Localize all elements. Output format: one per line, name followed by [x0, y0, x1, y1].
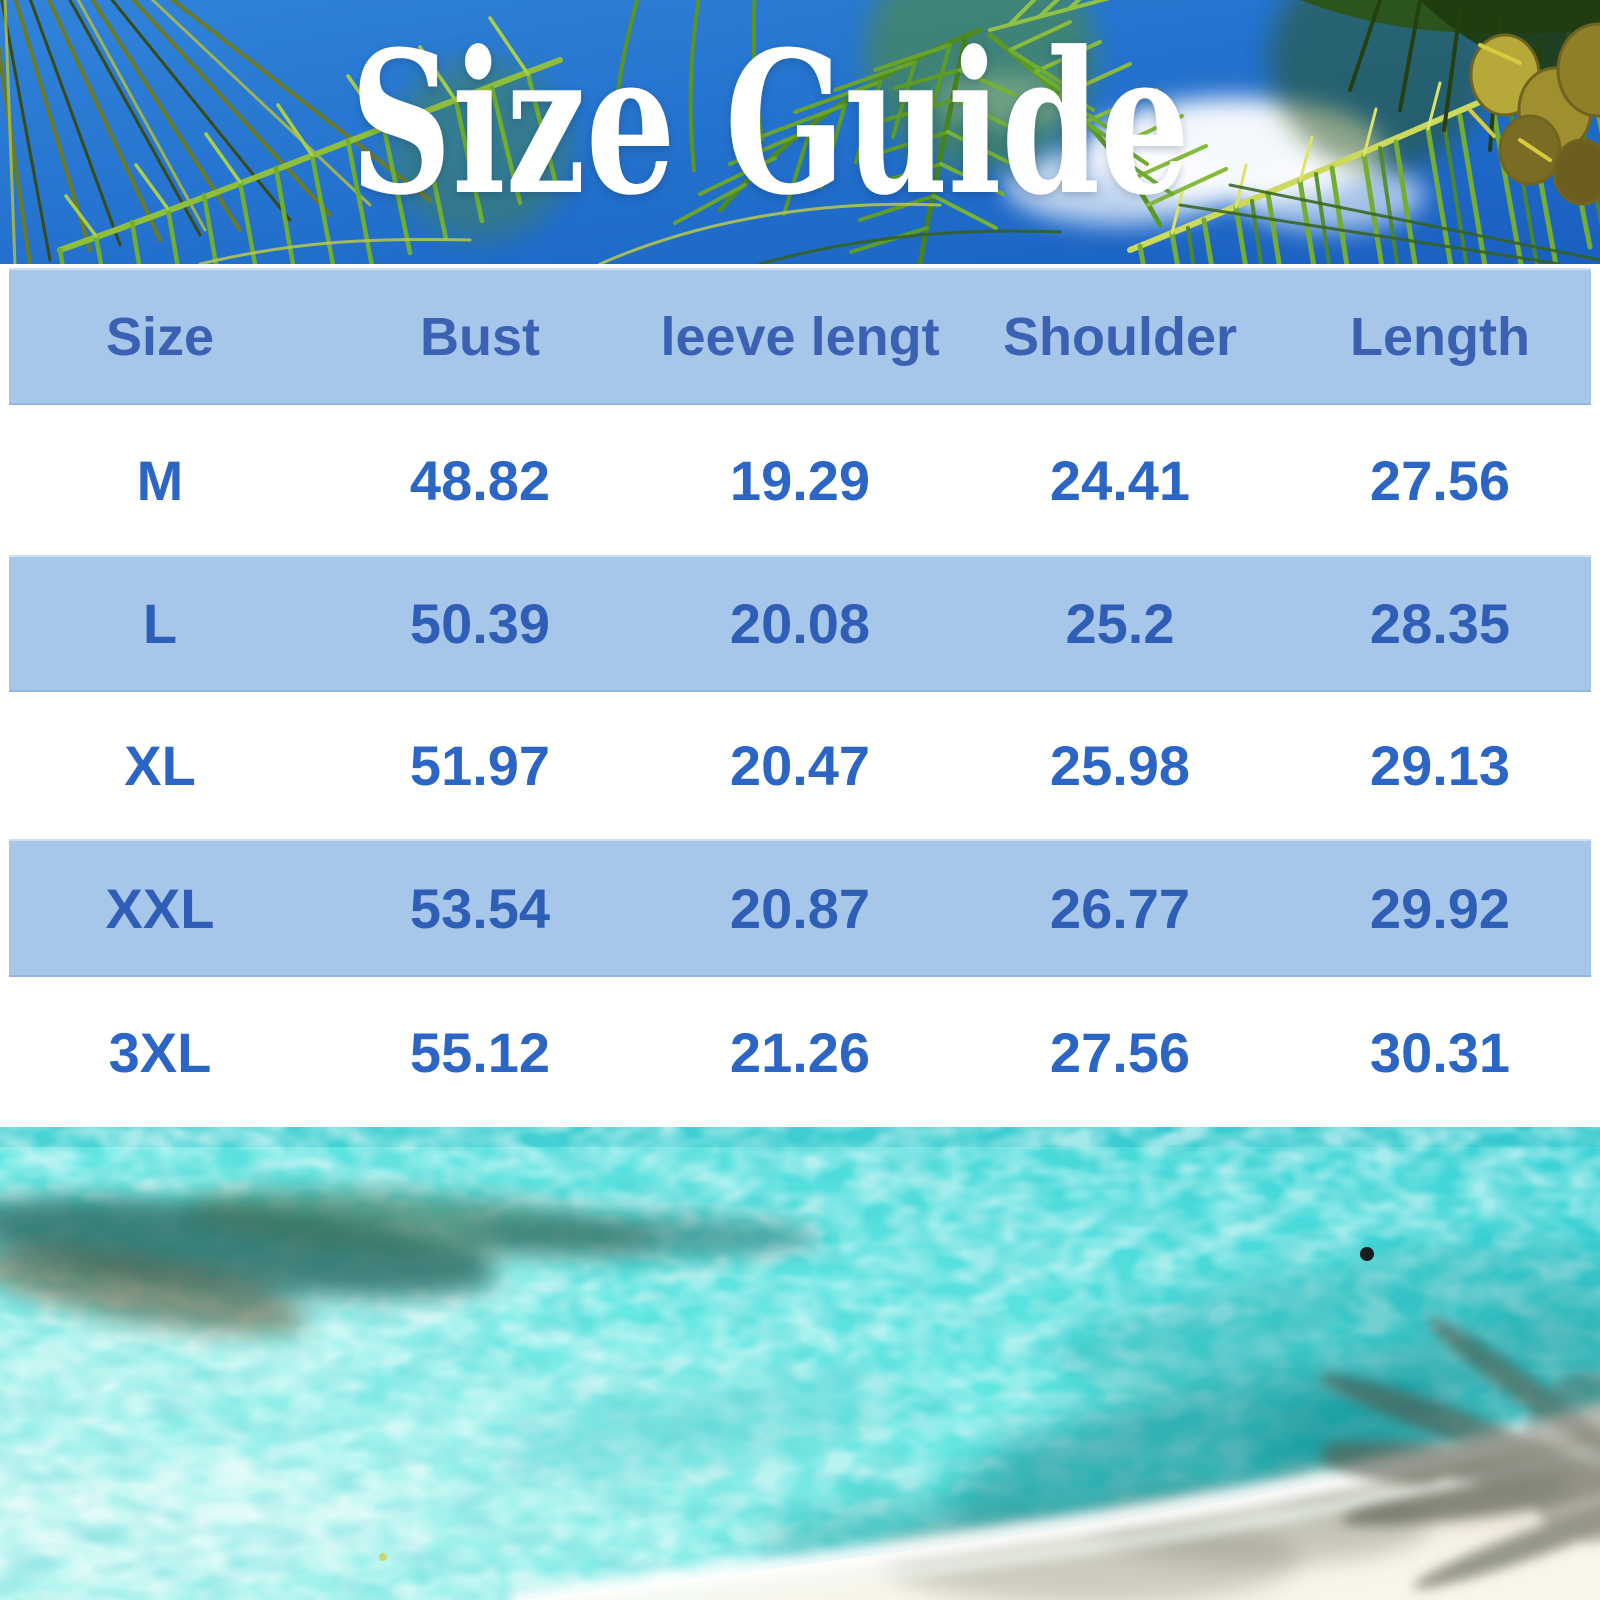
row-3xl-length: 30.31 — [1369, 1020, 1511, 1084]
header-cell-shoulder: Shoulder — [1002, 306, 1237, 367]
row-xl-length: 29.13 — [1369, 734, 1511, 797]
row-xxl-shoulder: 26.77 — [1049, 876, 1191, 940]
row-xl-size: XL — [124, 734, 196, 797]
row-l-size: L — [142, 592, 178, 655]
palm-frond-left — [57, 16, 563, 264]
table-row-m: M 48.82 19.29 24.41 27.56 — [0, 405, 1600, 555]
row-3xl-shoulder: 27.56 — [1049, 1020, 1191, 1084]
palm-strands-center-top — [611, 0, 764, 192]
palm-sky-illustration — [0, 0, 1600, 264]
row-m-size: M — [136, 448, 184, 512]
row-3xl-size: 3XL — [108, 1020, 212, 1084]
row-xxl-bust: 53.54 — [409, 876, 551, 940]
table-header-row: Size Bust leeve lengt Shoulder Length — [0, 268, 1600, 405]
dark-speck — [1360, 1247, 1374, 1261]
row-xxl-size: XXL — [105, 876, 215, 940]
row-l-length: 28.35 — [1369, 592, 1511, 655]
row-l-sleeve: 20.08 — [729, 592, 871, 655]
table-row-l: L 50.39 20.08 25.2 28.35 — [0, 555, 1600, 692]
page-title: Size Guide — [350, 9, 1190, 239]
row-3xl-sleeve: 21.26 — [729, 1020, 871, 1084]
palm-canopy-coconuts — [1300, 0, 1600, 206]
palm-frond-left-corner — [0, 0, 432, 264]
table-row-xxl: XXL 53.54 20.87 26.77 29.92 — [0, 839, 1600, 977]
row-xl-shoulder: 25.98 — [1049, 734, 1191, 797]
table-row-3xl: 3XL 55.12 21.26 27.56 30.31 — [0, 977, 1600, 1127]
header-cell-sleeve-length: leeve lengt — [660, 306, 940, 367]
palm-shadow-on-sand — [1318, 1317, 1600, 1589]
header-cell-length: Length — [1350, 306, 1530, 367]
row-m-shoulder: 24.41 — [1049, 448, 1191, 512]
beach-photo — [0, 1127, 1600, 1600]
header-cell-size: Size — [105, 306, 215, 367]
yellow-speck — [379, 1553, 387, 1561]
row-l-bust: 50.39 — [409, 592, 551, 655]
table-row-xl: XL 51.97 20.47 25.98 29.13 — [0, 692, 1600, 839]
row-m-bust: 48.82 — [409, 448, 551, 512]
reef-streak — [0, 1189, 820, 1334]
row-xxl-sleeve: 20.87 — [729, 876, 871, 940]
palm-crown-center — [673, 0, 1228, 264]
row-l-shoulder: 25.2 — [1065, 592, 1175, 655]
row-xl-sleeve: 20.47 — [729, 734, 871, 797]
palm-strands-bottom — [198, 183, 1600, 264]
row-m-length: 27.56 — [1369, 448, 1511, 512]
hero-photo: Size Guide — [0, 0, 1600, 264]
size-table: Size Bust leeve lengt Shoulder Length M … — [0, 264, 1600, 1127]
header-cell-bust: Bust — [420, 306, 540, 367]
row-m-sleeve: 19.29 — [729, 448, 871, 512]
row-xxl-length: 29.92 — [1369, 876, 1511, 940]
row-xl-bust: 51.97 — [409, 734, 551, 797]
beach-water-illustration — [0, 1127, 1600, 1600]
row-3xl-bust: 55.12 — [409, 1020, 551, 1084]
